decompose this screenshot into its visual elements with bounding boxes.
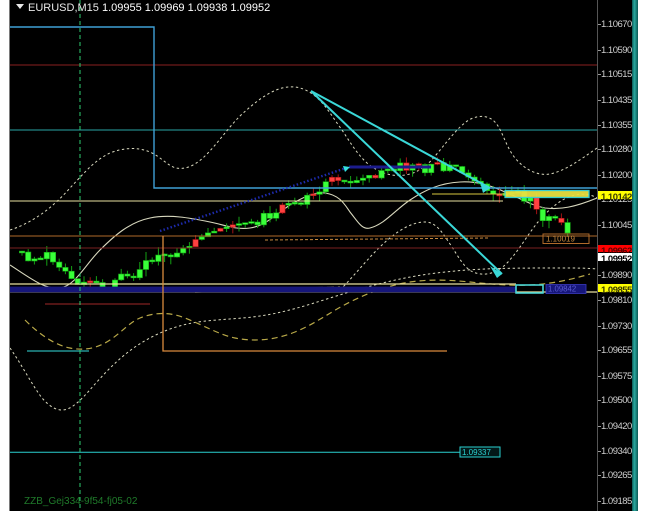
- svg-text:1.09337: 1.09337: [462, 448, 491, 457]
- svg-text:1.09842: 1.09842: [548, 285, 576, 294]
- svg-text:1.10019: 1.10019: [546, 235, 575, 244]
